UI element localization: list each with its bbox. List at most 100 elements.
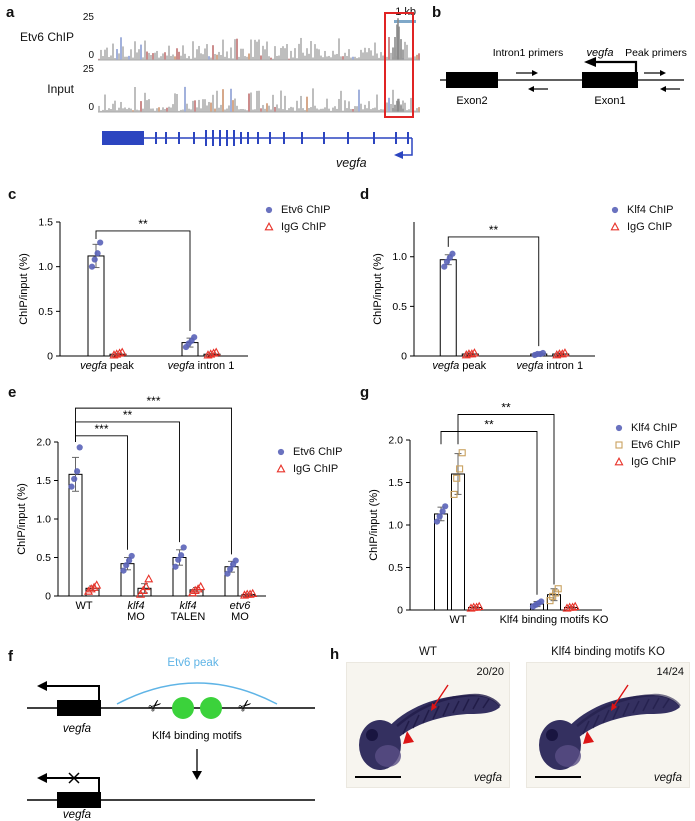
vegfa-exon-box	[57, 700, 101, 716]
legend-item: Klf4 ChIP	[612, 422, 681, 434]
legend-item: Etv6 ChIP	[262, 204, 331, 216]
data-point-triangle	[461, 350, 471, 359]
category-label: etv6	[230, 600, 252, 612]
panel-f: f Etv6 peak vegfa ✂ ✂ Klf4 binding motif…	[8, 648, 330, 821]
category-label: vegfa intron 1	[168, 360, 235, 372]
tss-arrow	[594, 60, 638, 72]
legend-marker-icon	[610, 222, 620, 231]
legend-item: Klf4 ChIP	[608, 204, 673, 216]
category-label: MO	[231, 611, 249, 623]
klf4-motifs-label: Klf4 binding motifs	[152, 730, 242, 742]
data-point-circle	[126, 557, 133, 564]
significance-label: **	[138, 217, 148, 231]
legend-label: IgG ChIP	[293, 463, 339, 475]
y-axis-label: ChIP/input (%)	[16, 483, 28, 555]
significance-label: **	[123, 408, 133, 422]
tss-arrowhead-icon	[37, 681, 47, 691]
data-point-triangle	[115, 348, 125, 357]
data-point-triangle	[112, 349, 122, 358]
data-point-triangle	[89, 582, 99, 591]
embryo-count: 14/24	[656, 666, 684, 678]
y-axis-label: ChIP/input (%)	[372, 253, 384, 325]
exon1-box	[582, 72, 638, 88]
y-tick-label: 1.0	[388, 520, 403, 532]
scissors-icon: ✂	[145, 695, 166, 717]
category-label: vegfa peak	[80, 360, 134, 372]
panel-c: c 0 0.5 1.0 1.5 ChIP/input (%) vegfa peak vegf…	[8, 186, 356, 384]
category-label: MO	[127, 611, 145, 623]
data-point-triangle	[248, 588, 258, 598]
track-label-etv6: Etv6 ChIP	[19, 30, 74, 44]
panel-h-label: h	[330, 646, 340, 663]
data-point-triangle	[560, 348, 570, 357]
data-point-triangle	[474, 601, 484, 610]
data-point-circle	[74, 468, 81, 475]
red-arrow	[613, 684, 629, 707]
panel-a-label: a	[6, 4, 15, 21]
motif-ko-diagram: Etv6 peak vegfa ✂ ✂ Klf4 binding motifs …	[27, 657, 315, 821]
data-point-circle	[439, 508, 446, 515]
etv6-peak-label: Etv6 peak	[167, 657, 218, 669]
data-point-circle	[91, 256, 98, 263]
significance-label: **	[484, 418, 494, 432]
embryo-trunk	[565, 695, 680, 739]
red-arrowhead-icon	[403, 731, 414, 744]
data-point-triangle	[196, 581, 206, 591]
tss-arrowhead-icon	[394, 151, 403, 159]
significance-label: **	[489, 223, 499, 237]
data-point-triangle	[109, 350, 119, 359]
y-tick-label: 0.5	[388, 562, 403, 574]
embryo-somites	[582, 697, 670, 735]
tss-arrowhead-icon	[584, 57, 596, 67]
data-point-circle	[611, 206, 619, 214]
data-point-triangle	[610, 222, 620, 231]
embryo-dorsal-stain	[396, 693, 502, 727]
track-label-input: Input	[47, 82, 74, 96]
exon1-label: Exon1	[594, 95, 625, 107]
data-point-triangle	[276, 464, 286, 473]
significance-bracket	[75, 435, 128, 550]
data-point-circle	[277, 448, 285, 456]
category-label: WT	[449, 614, 466, 626]
legend-g: Klf4 ChIP Etv6 ChIP IgG ChIP	[612, 422, 681, 473]
data-point-square	[615, 441, 623, 449]
bar	[68, 473, 83, 597]
legend-item: IgG ChIP	[612, 456, 681, 468]
panel-d-label: d	[360, 186, 370, 203]
legend-marker-icon	[615, 424, 623, 432]
legend-item: IgG ChIP	[608, 221, 673, 233]
track-ymax: 25	[82, 12, 94, 23]
y-tick-label: 0	[401, 351, 407, 363]
track-ymax: 25	[82, 64, 94, 75]
significance-bracket	[447, 236, 540, 347]
data-point-triangle	[264, 222, 274, 231]
legend-marker-icon	[276, 464, 286, 473]
legend-label: IgG ChIP	[631, 456, 677, 468]
embryo-eye	[546, 729, 558, 741]
klf4-motif-circle	[172, 697, 194, 719]
significance-label: **	[501, 401, 511, 415]
primer-arrowhead-icon	[532, 70, 538, 76]
y-axis-label: ChIP/input (%)	[368, 489, 380, 561]
embryo-title: Klf4 binding motifs KO	[551, 646, 665, 658]
panel-c-label: c	[8, 186, 17, 203]
bar	[87, 255, 105, 357]
panel-a: a 1 kb Etv6 ChIP 25 0 Input 25 0 vegfa	[6, 4, 430, 184]
tss-arrowhead-icon	[37, 773, 47, 783]
significance-label: ***	[94, 422, 108, 436]
y-tick-label: 1.5	[36, 475, 51, 487]
y-tick-label: 2.0	[388, 435, 403, 447]
gene-label: vegfa	[336, 156, 367, 170]
panel-b-label: b	[432, 4, 442, 21]
embryo-dorsal-stain	[576, 693, 682, 727]
legend-item: IgG ChIP	[274, 463, 343, 475]
bar	[439, 259, 457, 357]
embryo-count: 20/20	[476, 666, 504, 678]
data-point-triangle	[239, 590, 250, 599]
legend-label: Klf4 ChIP	[627, 204, 674, 216]
red-arrowhead-icon	[583, 731, 594, 744]
legend-e: Etv6 ChIP IgG ChIP	[274, 446, 343, 480]
track-row-etv6: Etv6 ChIP 25 0	[6, 12, 430, 62]
legend-label: Klf4 ChIP	[631, 422, 678, 434]
data-point-circle	[178, 552, 185, 559]
